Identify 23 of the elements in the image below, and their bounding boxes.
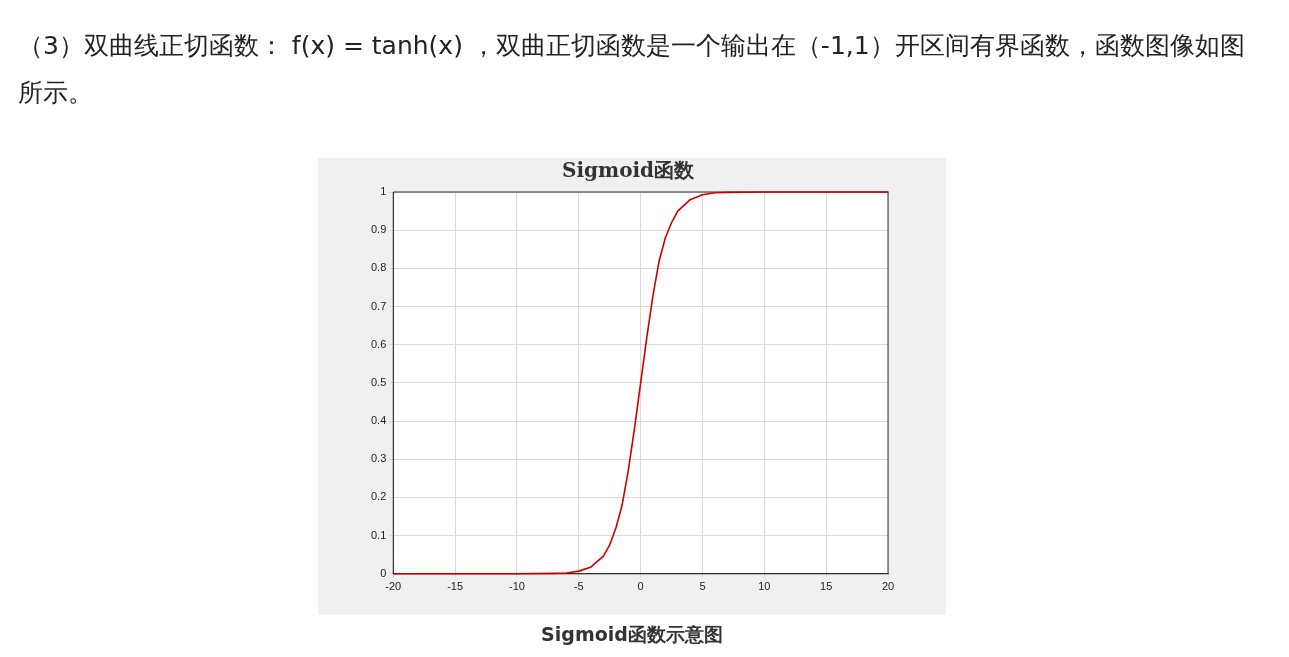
x-tick-label: 0 <box>637 580 644 593</box>
y-tick-label: 0 <box>380 566 387 579</box>
y-tick-label: 0.8 <box>370 261 387 274</box>
y-tick-label: 0.3 <box>370 452 387 465</box>
y-tick-label: 0.5 <box>370 375 387 388</box>
y-tick-label: 0.7 <box>370 299 387 312</box>
x-tick-label: 5 <box>699 580 706 593</box>
x-tick-label: -10 <box>509 580 525 593</box>
x-tick-label: -20 <box>385 580 402 593</box>
x-tick-label: -15 <box>447 580 464 593</box>
x-tick-label: 10 <box>758 580 771 593</box>
y-tick-label: 1 <box>380 185 387 198</box>
text: Sigmoid函数示意图 <box>540 622 724 647</box>
y-tick-label: 0.1 <box>370 528 387 541</box>
x-tick-label: 20 <box>881 580 895 593</box>
text: （3）双曲线正切函数： f(x) = tanh(x) ，双曲正切函数是一个输出在（-1,1）开区间有界函数，函数图像如图所示。 <box>18 30 1246 109</box>
y-tick-label: 0.2 <box>370 490 387 503</box>
y-tick-label: 0.4 <box>370 414 387 427</box>
y-tick-label: 0.6 <box>370 337 387 350</box>
x-tick-label: -5 <box>573 580 584 593</box>
chart-title: Sigmoid函数 <box>561 158 696 183</box>
x-tick-label: 15 <box>820 580 833 593</box>
y-tick-label: 0.9 <box>370 223 387 236</box>
